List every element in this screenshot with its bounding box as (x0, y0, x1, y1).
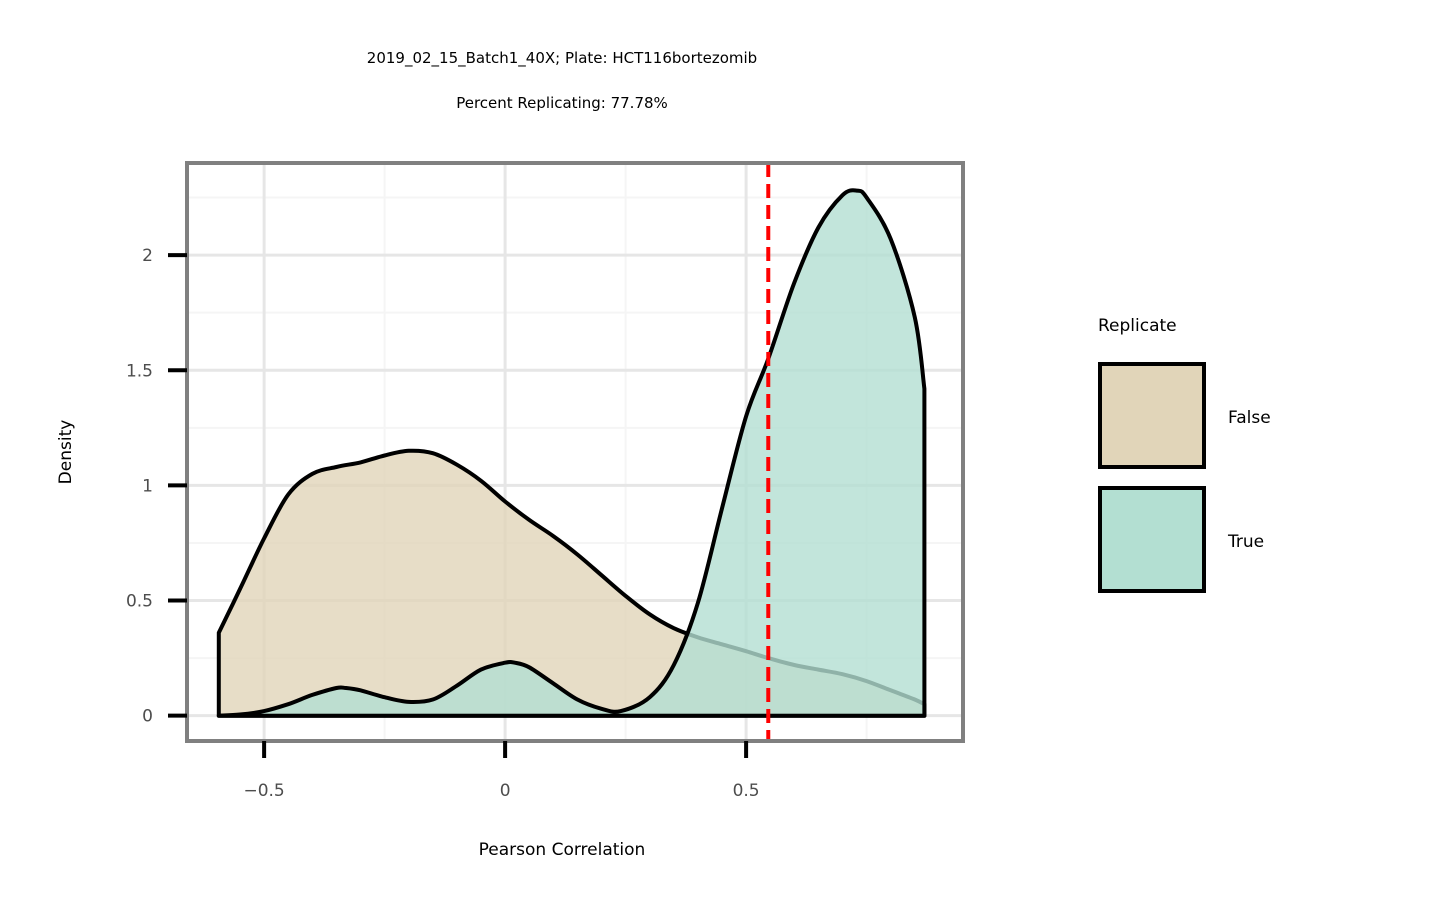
legend-label-false: False (1228, 408, 1271, 428)
y-tick-label: 1.5 (126, 361, 153, 381)
panel-border (185, 161, 965, 743)
legend-swatch-false (1098, 362, 1206, 469)
x-axis: −0.5 0 0.5 (243, 741, 760, 801)
chart-title: 2019_02_15_Batch1_40X; Plate: HCT116bort… (366, 49, 758, 67)
legend: Replicate False True (1098, 316, 1271, 593)
y-axis: 0 0.5 1 1.5 2 (126, 246, 187, 727)
x-axis-title: Pearson Correlation (479, 840, 646, 860)
y-tick-label: 0.5 (126, 592, 153, 612)
x-tick-label: 0.5 (733, 781, 760, 801)
density-area-true (216, 188, 927, 718)
legend-swatch-true (1098, 486, 1206, 593)
chart-subtitle: Percent Replicating: 77.78% (456, 94, 668, 112)
legend-label-true: True (1227, 532, 1264, 552)
density-areas (216, 188, 927, 718)
x-tick-label: 0 (500, 781, 511, 801)
panel-border-group (185, 161, 965, 743)
y-tick-label: 0 (142, 707, 153, 727)
y-tick-label: 1 (142, 476, 153, 496)
y-tick-label: 2 (142, 246, 153, 266)
x-tick-label: −0.5 (243, 781, 284, 801)
y-axis-title: Density (56, 420, 76, 485)
legend-title: Replicate (1098, 316, 1177, 336)
